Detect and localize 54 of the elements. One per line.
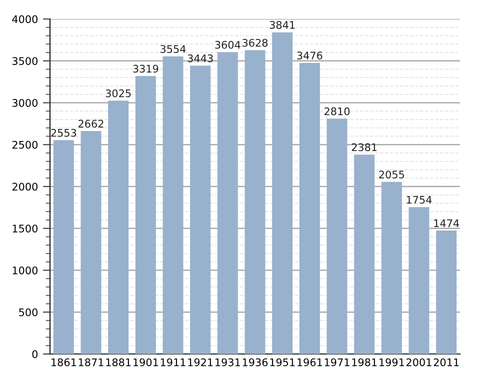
data-label: 3319 [133,64,158,73]
y-tick-label: 1500 [12,224,38,232]
x-tick-label: 1901 [134,358,158,366]
data-label: 1474 [434,219,460,227]
x-tick-label: 2001 [406,358,432,366]
y-tick-label: 2500 [12,140,38,149]
x-tick-label: 1911 [160,358,186,366]
bar [190,66,211,354]
y-tick-label: 4000 [12,15,38,24]
bar [326,118,348,354]
x-tick-label: 1991 [380,358,404,366]
x-tick-label: 1971 [324,358,350,366]
y-tick-label: 0 [32,350,38,358]
data-label: 2810 [324,107,350,116]
data-label: 3841 [270,21,295,29]
bar [381,182,402,354]
y-tick-label: 3000 [12,98,38,107]
bar [53,140,74,354]
x-tick-label: 1981 [352,358,377,366]
x-tick-label: 1931 [216,358,240,366]
x-tick-label: 1951 [270,358,295,366]
x-tick-label: 1936 [242,358,268,366]
bar [408,207,430,354]
bar [272,32,293,354]
data-label: 3628 [242,38,268,47]
x-tick-label: 1881 [106,358,131,366]
x-tick-label: 2011 [434,358,459,366]
x-tick-label: 1861 [52,358,76,366]
data-label: 1754 [406,196,432,204]
y-tick-label: 1000 [12,266,38,274]
data-label: 3604 [215,40,240,49]
data-label: 2381 [352,143,377,152]
bar [162,56,184,354]
data-label: 2553 [51,128,76,137]
x-tick-label: 1921 [188,358,213,366]
bar [80,131,102,354]
data-label: 3025 [106,89,131,98]
bar [299,62,320,354]
data-label: 2662 [78,120,104,128]
y-tick-label: 500 [19,308,38,316]
bar [436,230,457,354]
bar [244,50,266,354]
data-label: 2055 [379,170,404,178]
bar [108,100,129,354]
bar [135,76,156,354]
bar [354,154,375,354]
data-label: 3554 [160,45,186,53]
bar [217,52,238,354]
data-label: 3443 [188,54,213,62]
x-tick-label: 1961 [298,358,322,366]
y-tick-label: 2000 [12,182,38,191]
x-tick-label: 1871 [78,358,104,366]
y-tick-label: 3500 [12,57,38,65]
data-label: 3476 [297,52,322,60]
